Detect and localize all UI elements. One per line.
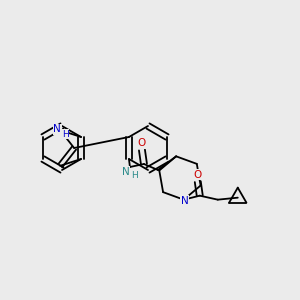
Text: H: H xyxy=(132,172,138,181)
Text: O: O xyxy=(138,138,146,148)
Text: N: N xyxy=(122,167,130,177)
Text: N: N xyxy=(181,196,189,206)
Text: O: O xyxy=(194,170,202,180)
Text: N: N xyxy=(53,124,61,134)
Text: H: H xyxy=(62,130,68,139)
